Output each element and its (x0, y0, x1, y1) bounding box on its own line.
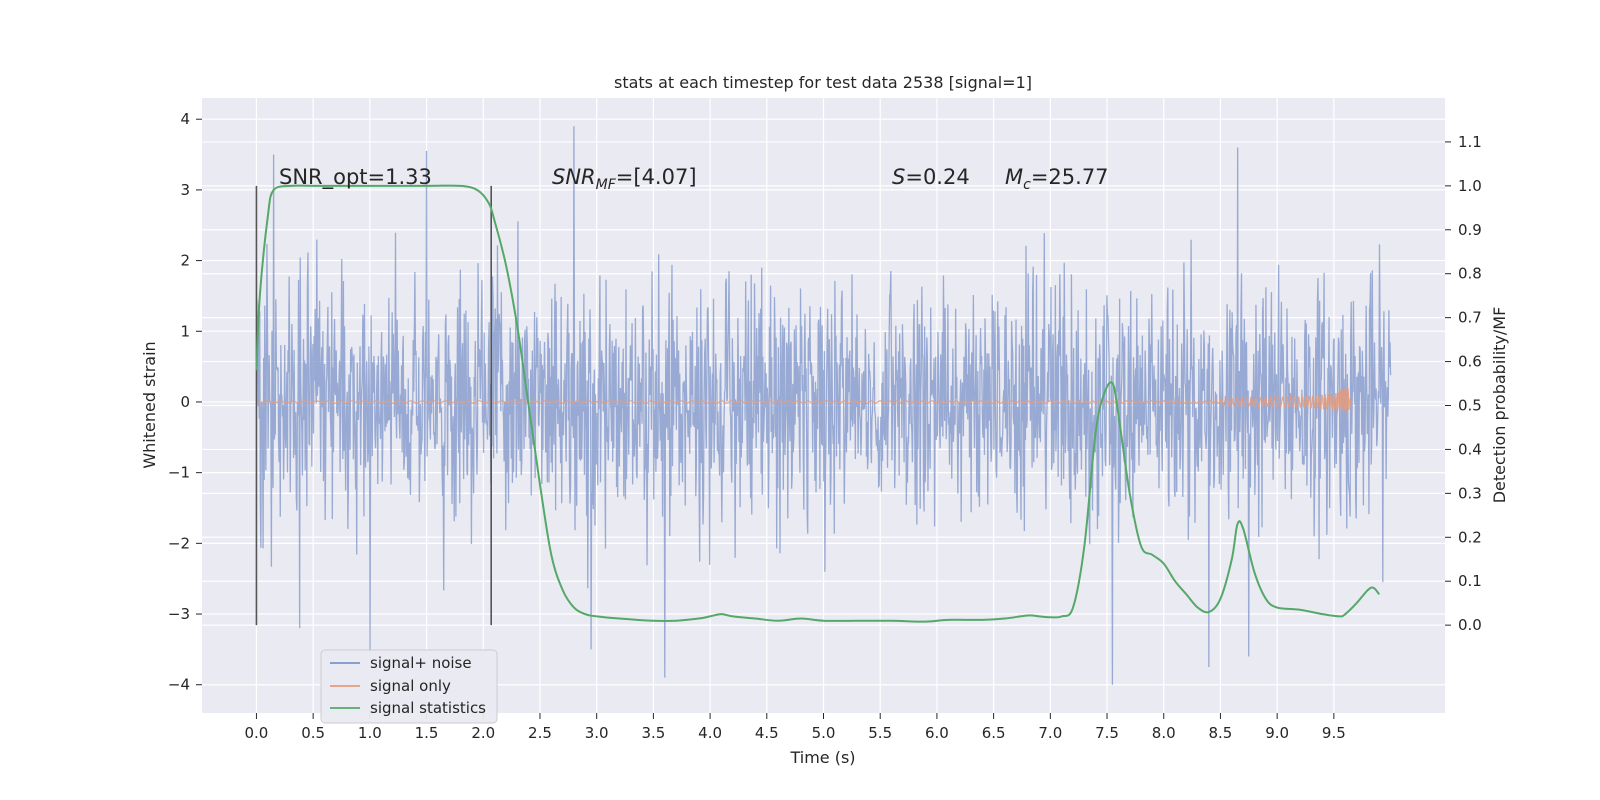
x-tick-label: 2.0 (471, 724, 495, 742)
y-tick-label: −1 (168, 464, 190, 482)
x-tick-label: 8.5 (1209, 724, 1233, 742)
annotation-snr-opt: SNR_opt=1.33 (279, 165, 432, 190)
annotation-s: S=0.24 (892, 165, 970, 189)
vertical-markers (255, 185, 493, 626)
annotations: SNR_opt=1.33 SNRMF=[4.07] S=0.24 Mc=25.7… (279, 165, 1109, 193)
legend-box (320, 649, 498, 724)
y-right-tick-label: 0.0 (1458, 616, 1482, 634)
noise-series (255, 126, 1392, 685)
x-tick-label: 1.5 (415, 724, 439, 742)
y-right-tick-label: 0.5 (1458, 397, 1482, 415)
signal-line (256, 388, 1352, 419)
legend: signal+ noise signal only signal statist… (320, 649, 498, 724)
annotation-mc: Mc=25.77 (1005, 165, 1109, 193)
chart-title: stats at each timestep for test data 253… (614, 73, 1032, 92)
y-tick-label: 0 (180, 393, 190, 411)
y-axis-label: Whitened strain (140, 341, 159, 468)
y-tick-label: 1 (180, 322, 190, 340)
x-tick-label: 7.0 (1038, 724, 1062, 742)
x-tick-label: 1.0 (358, 724, 382, 742)
y-right-tick-label: 0.1 (1458, 572, 1482, 590)
x-tick-label: 6.0 (925, 724, 949, 742)
annotation-snr-mf: SNRMF=[4.07] (552, 165, 697, 193)
x-tick-label: 0.0 (245, 724, 269, 742)
y-tick-label: 3 (180, 181, 190, 199)
y-right-tick-label: 1.0 (1458, 177, 1482, 195)
noise-line (255, 126, 1392, 685)
x-tick-label: 0.5 (301, 724, 325, 742)
y-right-tick-label: 0.3 (1458, 484, 1482, 502)
y-tick-label: −2 (168, 534, 190, 552)
x-axis-label: Time (s) (789, 748, 855, 767)
y-right-tick-label: 1.1 (1458, 133, 1482, 151)
y-right-tick-label: 0.6 (1458, 353, 1482, 371)
signal-series (256, 388, 1352, 419)
y-right-tick-label: 0.7 (1458, 309, 1482, 327)
x-tick-label: 5.0 (812, 724, 836, 742)
x-tick-label: 4.0 (698, 724, 722, 742)
y-tick-label: −3 (168, 605, 190, 623)
x-tick-label: 4.5 (755, 724, 779, 742)
x-tick-label: 8.0 (1152, 724, 1176, 742)
y-right-tick-label: 0.8 (1458, 265, 1482, 283)
legend-label-noise: signal+ noise (370, 654, 472, 672)
x-tick-label: 7.5 (1095, 724, 1119, 742)
y-axis-ticks: 4 3 2 1 0 −1 −2 −3 −4 (168, 110, 202, 694)
y-tick-label: −4 (168, 676, 190, 694)
x-tick-label: 2.5 (528, 724, 552, 742)
x-tick-label: 9.5 (1322, 724, 1346, 742)
stats-series (255, 184, 1381, 623)
y-right-tick-label: 0.4 (1458, 440, 1482, 458)
stats-line (255, 184, 1381, 623)
x-tick-label: 3.5 (641, 724, 665, 742)
y-right-axis-label: Detection probability/MF (1490, 307, 1509, 504)
y-tick-label: 2 (180, 252, 190, 270)
x-axis-ticks: 0.0 0.5 1.0 1.5 2.0 2.5 3.0 3.5 4.0 4.5 5.0 5.5 6.0 6… (245, 713, 1346, 742)
legend-label-stats: signal statistics (370, 699, 486, 717)
x-tick-label: 9.0 (1265, 724, 1289, 742)
y-right-axis-ticks: 1.1 1.0 0.9 0.8 0.7 0.6 0.5 0.4 0.3 0.2 0.1 0.0 (1445, 133, 1482, 634)
x-tick-label: 3.0 (585, 724, 609, 742)
legend-label-signal: signal only (370, 677, 451, 695)
y-right-tick-label: 0.9 (1458, 221, 1482, 239)
y-tick-label: 4 (180, 110, 190, 128)
x-tick-label: 6.5 (982, 724, 1006, 742)
y-right-tick-label: 0.2 (1458, 528, 1482, 546)
x-tick-label: 5.5 (868, 724, 892, 742)
